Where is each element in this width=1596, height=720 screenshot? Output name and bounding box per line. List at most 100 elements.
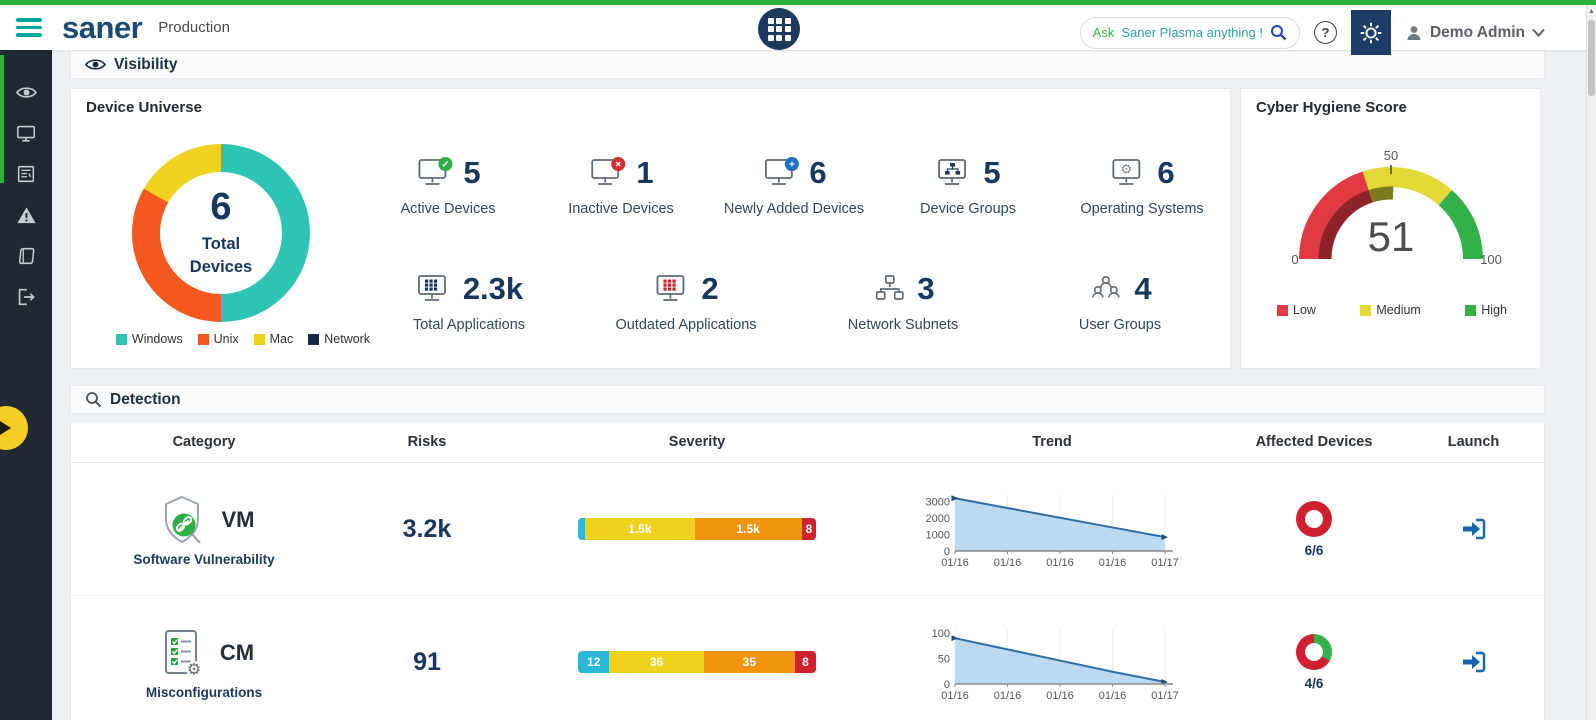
scrollbar-track[interactable]: ▲ [1586,5,1596,720]
devices-monitor-icon [16,125,36,142]
affected-devices-donut [1296,500,1332,537]
apps-grid-icon[interactable] [758,8,800,50]
launch-icon[interactable] [1460,516,1488,542]
stat-label: Newly Added Devices [723,201,865,217]
svg-text:01/16: 01/16 [1046,690,1074,702]
newly-added-devices-icon: + [761,156,799,190]
svg-text:01/16: 01/16 [1099,690,1127,702]
cursor-arrow [0,421,11,435]
visibility-section-title: Visibility [114,55,178,73]
gear-icon [1360,22,1382,43]
total-devices-label: Total Devices [189,235,253,276]
hygiene-gauge: 50 0 100 51 [1291,148,1501,267]
sidebar-item-visibility[interactable] [14,80,38,104]
legend-item: Medium [1360,303,1421,317]
severity-segment: 35 [703,651,796,673]
svg-text:50: 50 [938,654,950,666]
severity-cell: 12 36 35 8 [517,651,877,673]
detection-table: Category Risks Severity Trend Affected Devic… [70,421,1545,720]
sidebar-item-devices[interactable] [14,121,38,145]
total-devices-value: 6 [210,186,232,229]
grid-glyph [767,17,791,41]
svg-text:01/16: 01/16 [994,557,1022,569]
stat-value: 3 [917,271,935,306]
severity-segment: 8 [801,518,816,540]
svg-text:3000: 3000 [926,497,950,509]
severity-segment: 1.5k [694,518,802,540]
risks-value: 91 [413,647,441,676]
column-header-category: Category [172,434,236,450]
sidebar-item-logout[interactable] [14,285,38,309]
severity-segment: 12 [578,651,610,673]
launch-cell [1401,649,1546,675]
user-menu[interactable]: Demo Admin [1405,24,1545,42]
legend-swatch [115,333,127,345]
affected-devices-cell: 4/6 [1227,633,1401,691]
svg-text:01/16: 01/16 [1046,557,1074,569]
svg-text:⚙: ⚙ [187,661,201,678]
stat-user-groups: 4 User Groups [1079,269,1161,333]
severity-segment: 8 [795,651,816,673]
menu-icon[interactable] [16,18,42,37]
detection-section-title: Detection [110,390,181,408]
column-header-affected-devices: Affected Devices [1255,434,1373,450]
svg-text:01/16: 01/16 [941,690,969,702]
legend-label: Low [1293,303,1316,317]
stat-network-subnets: 3 Network Subnets [848,269,958,333]
device-donut-center: 6 Total Devices [160,172,282,294]
legend-item: High [1465,303,1507,317]
svg-text:⚙: ⚙ [1121,162,1133,177]
svg-text:01/17: 01/17 [1151,690,1179,702]
network-subnets-icon [871,272,907,306]
scrollbar-thumb[interactable] [1588,20,1595,96]
stat-operating-systems: ⚙ 6 Operating Systems [1080,153,1203,217]
inactive-devices-icon: × [588,156,626,190]
affected-devices-count: 4/6 [1304,675,1324,691]
severity-segment [578,518,586,540]
legend-swatch [308,333,320,345]
svg-text:+: + [788,159,794,170]
stat-value: 4 [1134,271,1152,306]
svg-text:01/17: 01/17 [1151,557,1179,569]
launch-icon[interactable] [1460,649,1488,675]
legend-item: Windows [115,332,183,346]
reports-list-icon [17,165,35,183]
sidebar-item-alerts[interactable] [14,203,38,227]
sidebar-item-documentation[interactable] [14,244,38,268]
user-name: Demo Admin [1429,23,1525,41]
trend-chart: 3000 2000 1000 0 01/16 01/16 01/16 01/16 01… [926,495,1179,569]
table-body: VM Software Vulnerability 3.2k 1.5k 1.5k 8… [71,463,1544,720]
stat-total-applications: 2.3k Total Applications [413,269,525,333]
chevron-down-icon [1532,28,1545,37]
stat-value: 5 [983,155,1001,190]
legend-label: Windows [131,332,183,346]
svg-text:1000: 1000 [926,530,950,542]
severity-segment: 1.5k [585,518,695,540]
risks-value: 3.2k [402,514,452,543]
svg-text:50: 50 [1384,148,1398,163]
cyber-hygiene-card: Cyber Hygiene Score 50 0 100 51 Low Medium Hi… [1240,88,1541,369]
environment-label: Production [158,19,230,36]
svg-text:01/16: 01/16 [994,690,1022,702]
app-logo: saner [62,10,143,45]
stat-label: Active Devices [400,201,496,217]
sidebar-item-reports[interactable] [14,162,38,186]
visibility-section-bar: Visibility [70,50,1545,79]
help-icon[interactable]: ? [1313,21,1337,44]
category-name: Misconfigurations [145,684,263,700]
search-text: Saner Plasma anything ! [1121,25,1263,40]
ask-search-box[interactable]: Ask Saner Plasma anything ! [1079,16,1300,49]
scrollbar-up-arrow[interactable]: ▲ [1588,8,1595,15]
svg-text:×: × [615,159,621,170]
device-universe-card: Device Universe 6 Total Devices Windows U… [70,88,1231,369]
logout-icon [18,288,35,306]
category-code: CM [219,639,255,665]
settings-button[interactable] [1350,10,1391,55]
search-text-prefix: Ask [1092,25,1115,40]
alerts-warning-icon [16,206,36,223]
affected-devices-count: 6/6 [1304,542,1324,558]
svg-text:2000: 2000 [926,513,950,525]
trend-cell: 3000 2000 1000 0 01/16 01/16 01/16 01/16 01… [877,487,1227,571]
stat-label: User Groups [1078,317,1162,333]
table-row: VM Software Vulnerability 3.2k 1.5k 1.5k 8… [71,463,1544,596]
